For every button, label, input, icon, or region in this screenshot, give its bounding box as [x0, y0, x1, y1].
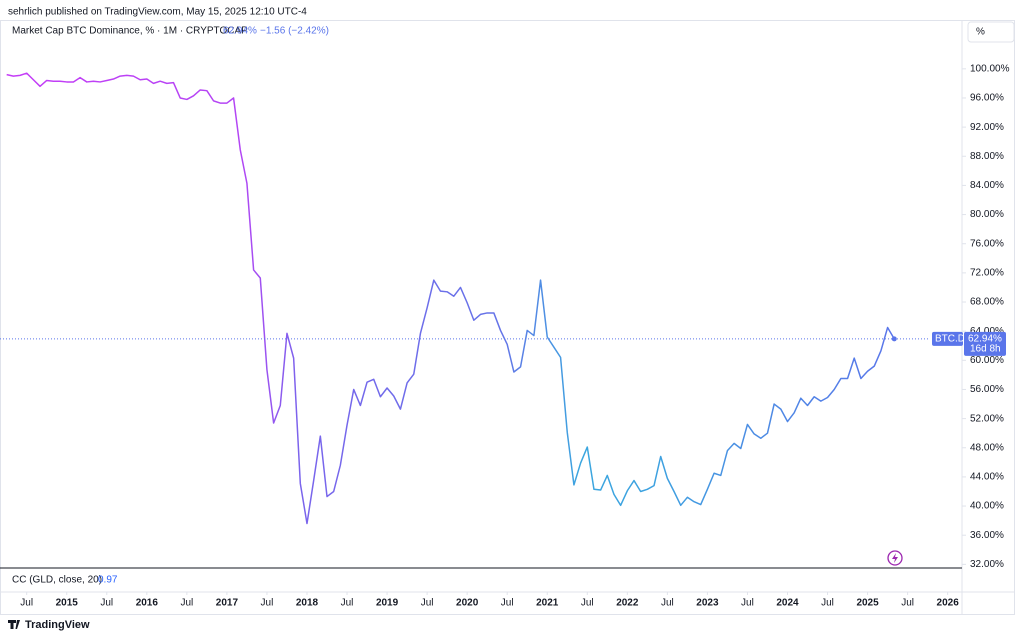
badge-name-bg [932, 331, 963, 346]
x-tick-label: 2019 [376, 598, 399, 609]
x-tick-label: 2026 [937, 598, 960, 609]
y-tick-label: 88.00% [970, 151, 1004, 162]
legend-value: 62.94% [223, 26, 257, 37]
legend-title: Market Cap BTC Dominance, % · 1M · CRYPT… [12, 26, 248, 37]
header: sehrlich published on TradingView.com, M… [8, 7, 307, 18]
y-tick-label: 40.00% [970, 501, 1004, 512]
y-tick-label: 48.00% [970, 442, 1004, 453]
x-tick-label: Jul [581, 598, 594, 609]
x-tick-label: Jul [501, 598, 514, 609]
badge-name: BTC.D [935, 334, 965, 345]
x-tick-label: Jul [20, 598, 33, 609]
indicator-name: CC (GLD, close, 20) [12, 575, 102, 586]
x-tick-label: Jul [741, 598, 754, 609]
alert-bolt [892, 553, 898, 563]
brand: TradingView [25, 619, 90, 631]
y-tick-label: 92.00% [970, 122, 1004, 133]
x-tick-label: 2021 [536, 598, 559, 609]
badge-value-bg [964, 331, 1006, 356]
y-tick-label: 32.00% [970, 559, 1004, 570]
x-tick-label: Jul [180, 598, 193, 609]
x-tick-label: 2016 [136, 598, 159, 609]
x-tick-label: Jul [821, 598, 834, 609]
brand-logo [8, 620, 20, 629]
x-tick-label: 2018 [296, 598, 319, 609]
badge-value: 62.94% [968, 334, 1002, 345]
x-tick-label: Jul [341, 598, 354, 609]
x-tick-label: 2022 [616, 598, 639, 609]
x-tick-label: Jul [901, 598, 914, 609]
y-tick-label: 44.00% [970, 472, 1004, 483]
chart-frame [0, 20, 1015, 615]
x-tick-label: 2020 [456, 598, 479, 609]
series-line [6, 72, 895, 525]
y-tick-label: 68.00% [970, 297, 1004, 308]
scale-button[interactable] [967, 21, 1015, 43]
x-tick-label: Jul [261, 598, 274, 609]
x-tick-label: Jul [421, 598, 434, 609]
last-point [891, 336, 897, 342]
y-tick-label: 60.00% [970, 355, 1004, 366]
y-tick-label: 96.00% [970, 93, 1004, 104]
scale-button-label[interactable]: % [976, 27, 985, 38]
x-tick-label: 2024 [776, 598, 799, 609]
y-tick-label: 84.00% [970, 180, 1004, 191]
legend-change: −1.56 (−2.42%) [260, 26, 329, 37]
x-tick-label: 2025 [856, 598, 879, 609]
y-tick-label: 100.00% [970, 63, 1010, 74]
y-tick-label: 36.00% [970, 530, 1004, 541]
y-tick-label: 64.00% [970, 326, 1004, 337]
y-tick-label: 72.00% [970, 268, 1004, 279]
y-tick-label: 76.00% [970, 238, 1004, 249]
x-tick-label: 2015 [56, 598, 79, 609]
badge-countdown: 16d 8h [970, 344, 1001, 355]
y-tick-label: 56.00% [970, 384, 1004, 395]
x-tick-label: Jul [661, 598, 674, 609]
y-tick-label: 80.00% [970, 209, 1004, 220]
x-tick-label: 2023 [696, 598, 719, 609]
x-tick-label: 2017 [216, 598, 239, 609]
x-tick-label: Jul [100, 598, 113, 609]
indicator-value: 0.97 [98, 575, 118, 586]
y-tick-label: 52.00% [970, 413, 1004, 424]
